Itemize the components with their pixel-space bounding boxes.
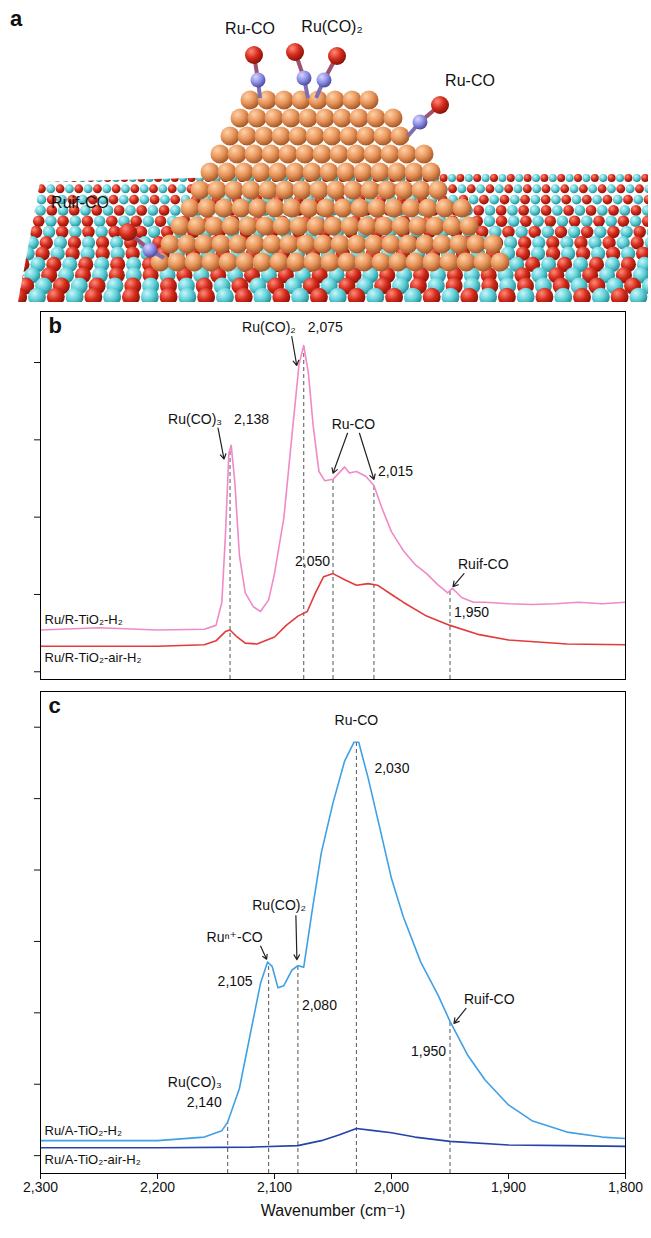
svg-text:2,140: 2,140 bbox=[187, 1094, 222, 1110]
svg-text:2,015: 2,015 bbox=[378, 463, 413, 479]
svg-text:Wavenumber (cm⁻¹): Wavenumber (cm⁻¹) bbox=[261, 1202, 406, 1219]
svg-text:2,000: 2,000 bbox=[374, 1179, 409, 1195]
svg-text:Ruif-CO: Ruif-CO bbox=[51, 194, 109, 211]
svg-text:2,050: 2,050 bbox=[295, 553, 330, 569]
svg-text:1,950: 1,950 bbox=[454, 604, 489, 620]
svg-text:Ru(CO)₂: Ru(CO)₂ bbox=[252, 897, 306, 913]
svg-text:2,030: 2,030 bbox=[374, 760, 409, 776]
svg-text:2,200: 2,200 bbox=[140, 1179, 175, 1195]
svg-text:c: c bbox=[49, 693, 61, 718]
svg-text:Ru/A-TiO₂-H₂: Ru/A-TiO₂-H₂ bbox=[45, 1123, 123, 1138]
svg-text:1,950: 1,950 bbox=[411, 1043, 446, 1059]
svg-text:Ru(CO)₃: Ru(CO)₃ bbox=[168, 411, 222, 427]
svg-text:1,800: 1,800 bbox=[608, 1179, 643, 1195]
svg-text:1,900: 1,900 bbox=[491, 1179, 526, 1195]
svg-text:Ru-CO: Ru-CO bbox=[332, 416, 376, 432]
svg-text:Ru/R-TiO₂-air-H₂: Ru/R-TiO₂-air-H₂ bbox=[45, 650, 142, 665]
svg-text:Ru-CO: Ru-CO bbox=[445, 72, 495, 89]
svg-text:Ruif-CO: Ruif-CO bbox=[464, 991, 515, 1007]
svg-text:Ru/R-TiO₂-H₂: Ru/R-TiO₂-H₂ bbox=[45, 612, 123, 627]
svg-text:Ru-CO: Ru-CO bbox=[335, 712, 379, 728]
svg-text:Ruⁿ⁺-CO: Ruⁿ⁺-CO bbox=[207, 929, 263, 945]
svg-text:Ruif-CO: Ruif-CO bbox=[458, 556, 509, 572]
svg-text:2,138: 2,138 bbox=[234, 411, 269, 427]
svg-text:Ru(CO)₃: Ru(CO)₃ bbox=[168, 1074, 222, 1090]
svg-text:b: b bbox=[49, 313, 62, 338]
svg-text:Ru(CO)₂: Ru(CO)₂ bbox=[242, 319, 296, 335]
svg-text:2,075: 2,075 bbox=[308, 319, 343, 335]
svg-text:2,100: 2,100 bbox=[257, 1179, 292, 1195]
svg-text:Ru/A-TiO₂-air-H₂: Ru/A-TiO₂-air-H₂ bbox=[45, 1152, 141, 1167]
svg-text:2,080: 2,080 bbox=[302, 997, 337, 1013]
svg-text:a: a bbox=[10, 6, 23, 31]
svg-text:2,300: 2,300 bbox=[23, 1179, 58, 1195]
svg-text:Ru-CO: Ru-CO bbox=[225, 20, 275, 37]
svg-text:Ru(CO)₂: Ru(CO)₂ bbox=[301, 18, 362, 35]
svg-text:2,105: 2,105 bbox=[218, 973, 253, 989]
